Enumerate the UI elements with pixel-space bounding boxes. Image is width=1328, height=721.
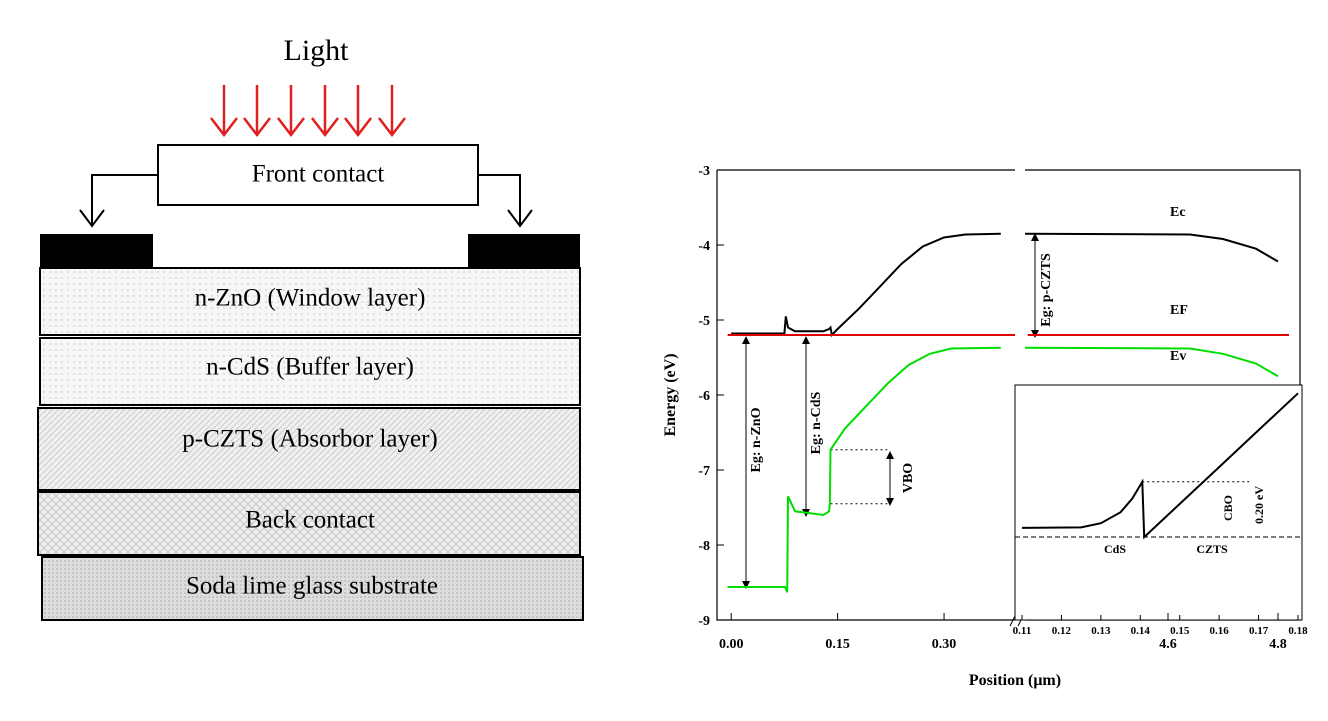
layer-label: Back contact bbox=[245, 507, 375, 534]
x-tick-label: 0.00 bbox=[719, 637, 744, 652]
x-tick-label: 4.8 bbox=[1269, 637, 1287, 652]
x-tick-label: 0.17 bbox=[1249, 625, 1269, 637]
layer bbox=[37, 491, 581, 556]
series-label: EF bbox=[1170, 303, 1188, 318]
x-tick-label: 0.15 bbox=[1170, 625, 1190, 637]
y-tick-label: -5 bbox=[698, 314, 710, 329]
annotation: Eg: p-CZTS bbox=[1039, 253, 1054, 327]
x-tick-label: 0.13 bbox=[1091, 625, 1111, 637]
annotation: CBO bbox=[1221, 495, 1235, 521]
x-tick-label: 0.11 bbox=[1013, 625, 1032, 637]
annotation: Eg: n-CdS bbox=[809, 391, 824, 454]
annotation: Eg: n-ZnO bbox=[749, 407, 764, 472]
annotation: VBO bbox=[901, 463, 916, 493]
x-tick-label: 0.18 bbox=[1288, 625, 1308, 637]
line bbox=[727, 346, 1279, 593]
y-tick-label: -3 bbox=[698, 164, 710, 179]
layer-label: p-CZTS (Absorbor layer) bbox=[182, 426, 438, 453]
front-contact-label: Front contact bbox=[252, 161, 385, 188]
series-label: Ev bbox=[1170, 349, 1186, 364]
layer-label: Soda lime glass substrate bbox=[186, 573, 438, 600]
x-tick-label: 0.16 bbox=[1210, 625, 1230, 637]
y-tick-label: -4 bbox=[698, 239, 710, 254]
annotation: 0.20 eV bbox=[1252, 486, 1266, 524]
annotation: CZTS bbox=[1196, 542, 1228, 556]
line bbox=[1021, 392, 1299, 540]
y-tick-label: -7 bbox=[698, 464, 710, 479]
series-label: Ec bbox=[1170, 205, 1186, 220]
x-axis-label: Position (μm) bbox=[969, 672, 1061, 689]
annotation: CdS bbox=[1104, 542, 1126, 556]
layer bbox=[37, 407, 581, 491]
layer bbox=[39, 337, 581, 406]
light-arrows bbox=[210, 85, 406, 138]
x-tick-label: 0.14 bbox=[1131, 625, 1151, 637]
contact bbox=[468, 234, 580, 268]
y-tick-label: -6 bbox=[698, 389, 710, 404]
layer bbox=[41, 556, 584, 621]
front-contact bbox=[157, 144, 479, 206]
y-axis-label: Energy (eV) bbox=[662, 353, 679, 436]
layer bbox=[39, 267, 581, 336]
light-label: Light bbox=[284, 34, 350, 67]
x-tick-label: 4.6 bbox=[1159, 637, 1177, 652]
wires bbox=[79, 174, 533, 228]
inset-frame bbox=[1014, 384, 1303, 621]
contact bbox=[40, 234, 153, 268]
device-diagram: Light Front contact n-ZnO (Window layer)… bbox=[37, 34, 584, 621]
x-tick-label: 0.30 bbox=[932, 637, 957, 652]
x-tick-label: 0.12 bbox=[1052, 625, 1072, 637]
band-chart: Position (μm) Energy (eV) bbox=[662, 169, 1303, 689]
annotation-arrows bbox=[742, 233, 1248, 589]
y-tick-label: -8 bbox=[698, 539, 710, 554]
layer-label: n-CdS (Buffer layer) bbox=[206, 354, 414, 381]
layer-label: n-ZnO (Window layer) bbox=[195, 285, 426, 312]
y-tick-label: -9 bbox=[698, 614, 710, 629]
x-tick-label: 0.15 bbox=[825, 637, 850, 652]
line bbox=[731, 232, 1279, 338]
